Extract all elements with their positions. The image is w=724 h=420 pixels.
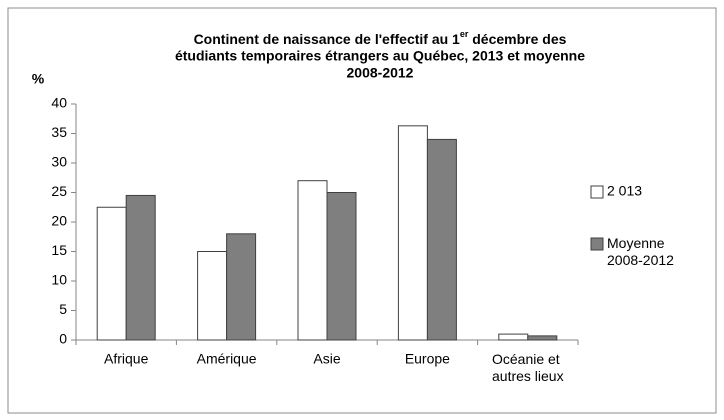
- x-tick-label: Afrique: [104, 351, 149, 367]
- bar: [297, 180, 328, 341]
- x-tick-label: Amérique: [197, 351, 257, 367]
- bar: [197, 251, 228, 341]
- x-tick-label: Océanie et autres lieux: [492, 351, 564, 384]
- y-tick-label: 20: [51, 213, 67, 229]
- bar: [226, 233, 257, 341]
- y-tick-label: 35: [51, 124, 67, 140]
- y-tick-label: 0: [59, 331, 67, 347]
- y-tick-label: 25: [51, 183, 67, 199]
- legend-swatch: [590, 185, 604, 199]
- y-tick-label: 10: [51, 272, 67, 288]
- chart-title: Continent de naissance de l'effectif au …: [194, 29, 567, 46]
- bar: [397, 125, 428, 341]
- y-tick-label: 5: [59, 301, 67, 317]
- y-axis-label: %: [32, 71, 45, 87]
- bar: [426, 138, 457, 341]
- bar: [96, 206, 127, 341]
- legend-swatch: [590, 237, 604, 251]
- x-tick-label: Asie: [313, 351, 340, 367]
- legend-label: Moyenne 2008-2012: [607, 235, 674, 268]
- x-tick-label: Europe: [405, 351, 450, 367]
- y-tick-label: 30: [51, 154, 67, 170]
- legend-label: 2 013: [607, 183, 642, 199]
- bar: [498, 333, 529, 341]
- bar: [326, 192, 357, 341]
- chart-title: 2008-2012: [347, 65, 414, 81]
- bar: [125, 194, 156, 341]
- chart-title: étudiants temporaires étrangers au Québe…: [175, 48, 585, 64]
- y-tick-label: 15: [51, 242, 67, 258]
- bar: [527, 335, 558, 341]
- y-tick-label: 40: [51, 95, 67, 111]
